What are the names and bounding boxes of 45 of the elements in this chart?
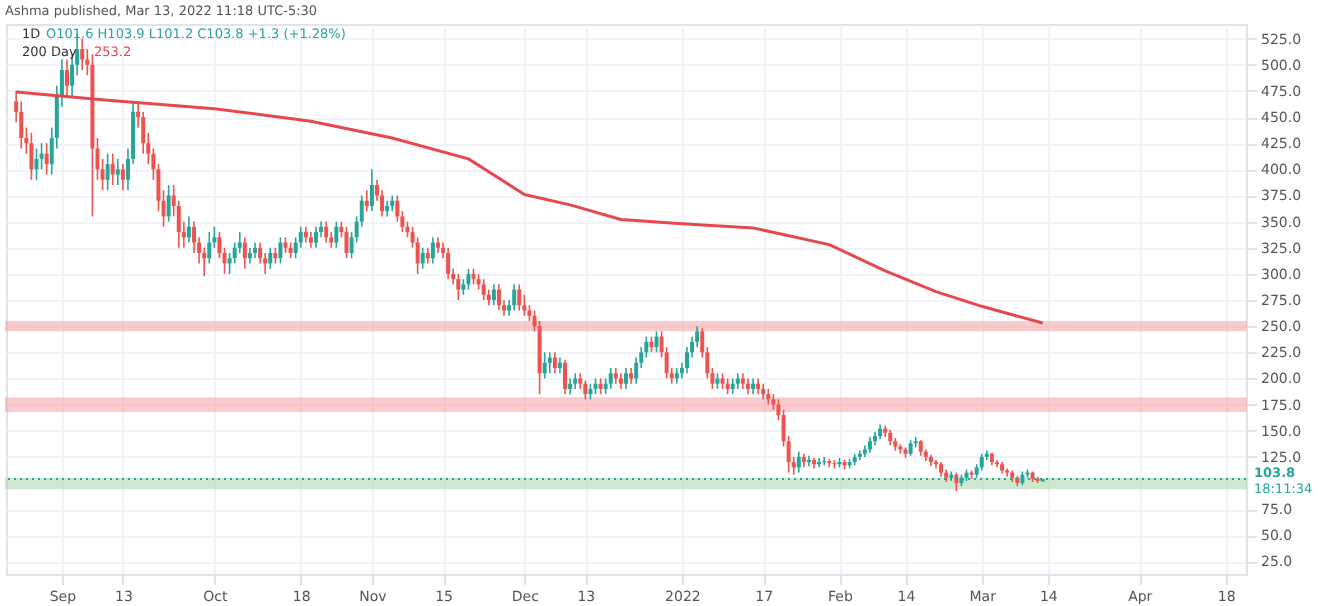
candlestick (517, 283, 522, 312)
candlestick (34, 147, 39, 181)
candlestick (822, 456, 827, 467)
candlestick (817, 457, 822, 469)
candlestick (491, 283, 496, 307)
candlestick (806, 455, 811, 468)
candlestick (80, 37, 85, 71)
candlestick (934, 459, 938, 470)
candlestick (344, 226, 349, 260)
candlestick (512, 283, 517, 312)
candlestick (430, 236, 435, 265)
candlestick (466, 267, 471, 291)
candlestick (105, 152, 110, 192)
candlestick (420, 246, 425, 270)
candlestick (324, 220, 329, 244)
candlestick (110, 152, 115, 186)
candlestick (186, 215, 191, 244)
candlestick (552, 351, 557, 375)
candlestick (827, 458, 832, 469)
candlestick (364, 189, 369, 212)
candlestick (120, 163, 125, 192)
candlestick (446, 246, 451, 280)
candlestick (29, 131, 34, 181)
candlestick (1005, 467, 1010, 478)
candlestick (547, 351, 552, 375)
candlestick (278, 236, 283, 265)
candlestick (583, 379, 588, 401)
candlestick (242, 236, 247, 270)
candlestick (624, 367, 628, 390)
candlestick (268, 246, 273, 270)
candlestick (563, 358, 568, 395)
candlestick (44, 142, 49, 176)
candlestick (207, 231, 212, 265)
candlestick (654, 330, 659, 354)
candlestick (166, 184, 171, 223)
candlestick (456, 273, 461, 301)
candlestick (334, 220, 339, 249)
candlestick (314, 226, 318, 249)
candlestick (796, 450, 801, 474)
candlestick (369, 168, 374, 212)
candlestick (608, 367, 613, 390)
candlestick (115, 158, 120, 186)
candlestick (481, 278, 486, 301)
candlestick (542, 351, 547, 380)
candlestick (496, 283, 501, 312)
